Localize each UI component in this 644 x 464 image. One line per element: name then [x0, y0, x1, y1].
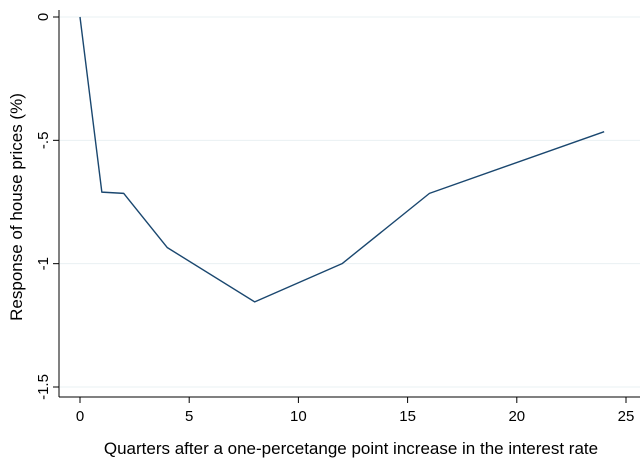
- x-tick-label-4: 20: [508, 408, 525, 425]
- y-axis-title: Response of house prices (%): [7, 93, 26, 321]
- series-layer: [79, 16, 605, 303]
- x-axis-title: Quarters after a one-percetange point in…: [104, 439, 598, 458]
- y-tick-label-2: -1: [35, 257, 52, 270]
- gridlines: [60, 16, 640, 388]
- x-tick-label-1: 5: [185, 408, 193, 425]
- x-tick-label-5: 25: [618, 408, 635, 425]
- x-tick-label-0: 0: [76, 408, 84, 425]
- x-tick-label-3: 15: [399, 408, 416, 425]
- y-tick-label-1: -.5: [35, 132, 52, 150]
- y-tick-label-0: 0: [35, 13, 52, 21]
- x-tick-label-2: 10: [290, 408, 307, 425]
- y-tick-label-3: -1.5: [35, 374, 52, 400]
- series-line-0: [79, 16, 605, 303]
- axis-ticks: 0 -.5 -1 -1.5 0 5 10 15 20 25: [35, 13, 634, 425]
